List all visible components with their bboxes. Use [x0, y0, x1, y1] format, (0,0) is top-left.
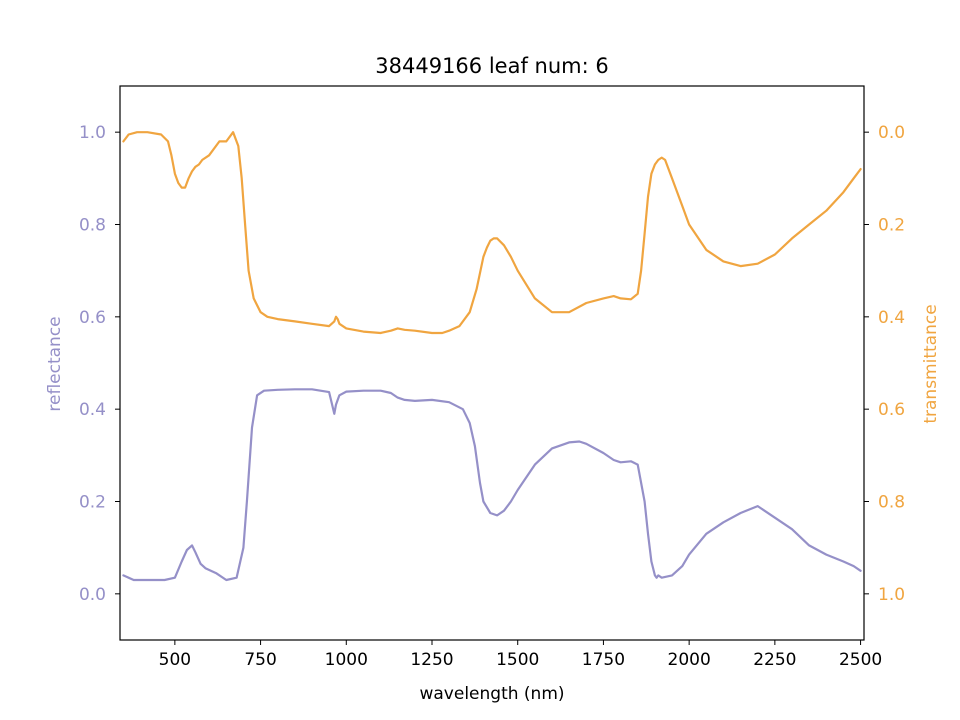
- x-axis: 500 750 1000 1250 1500 1750 2000 2250 2500: [159, 640, 882, 670]
- left-y-tick-label: 0.0: [79, 585, 106, 605]
- x-tick-label: 2500: [839, 650, 882, 670]
- left-y-tick-label: 1.0: [79, 123, 106, 143]
- left-y-tick-label: 0.2: [79, 493, 106, 513]
- x-tick-label: 1000: [325, 650, 368, 670]
- x-tick-label: 2000: [668, 650, 711, 670]
- chart-title: 38449166 leaf num: 6: [375, 54, 608, 78]
- x-tick-label: 500: [159, 650, 191, 670]
- right-y-tick-label: 0.2: [878, 216, 905, 236]
- x-axis-label: wavelength (nm): [419, 684, 564, 704]
- x-tick-label: 1500: [496, 650, 539, 670]
- left-y-axis: 0.0 0.2 0.4 0.6 0.8 1.0: [79, 123, 120, 605]
- right-y-axis-label: transmittance: [921, 304, 941, 423]
- x-tick-label: 750: [244, 650, 276, 670]
- series-layer: [122, 131, 862, 582]
- right-y-tick-label: 0.6: [878, 400, 905, 420]
- x-tick-label: 2250: [753, 650, 796, 670]
- left-y-tick-label: 0.8: [79, 216, 106, 236]
- right-y-tick-label: 0.4: [878, 308, 905, 328]
- right-y-tick-label: 0.0: [878, 123, 905, 143]
- reflectance-line: [122, 388, 862, 582]
- plot-frame: [119, 85, 865, 641]
- x-tick-label: 1750: [582, 650, 625, 670]
- left-y-tick-label: 0.4: [79, 400, 106, 420]
- left-y-axis-label: reflectance: [45, 316, 65, 411]
- transmittance-line: [122, 131, 862, 335]
- left-y-tick-label: 0.6: [79, 308, 106, 328]
- right-y-tick-label: 1.0: [878, 585, 905, 605]
- x-tick-label: 1250: [410, 650, 453, 670]
- right-y-tick-label: 0.8: [878, 493, 905, 513]
- right-y-axis: 0.0 0.2 0.4 0.6 0.8 1.0: [864, 123, 905, 605]
